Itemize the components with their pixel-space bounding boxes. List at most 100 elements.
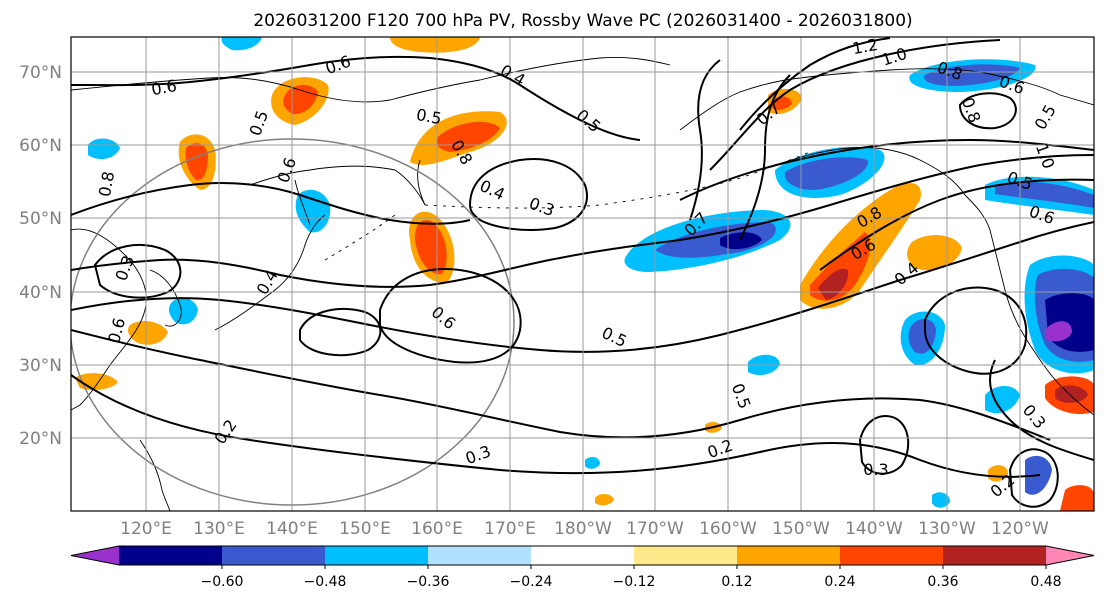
colorbar-tick-label: −0.12 bbox=[613, 574, 656, 590]
lon-label: 160°W bbox=[699, 519, 757, 539]
positive-anomaly-arctic-top bbox=[390, 37, 480, 53]
negative-anomaly-small-3 bbox=[585, 456, 600, 469]
positive-anomaly-okhotsk-core bbox=[436, 121, 500, 152]
contour-0-2 bbox=[71, 374, 1041, 478]
colorbar-extend-high bbox=[1046, 546, 1094, 565]
negative-anomaly-west-us-peak bbox=[1045, 321, 1072, 342]
pv-contours bbox=[71, 37, 1094, 508]
negative-anomaly-arctic-core bbox=[924, 64, 1020, 86]
contour-0-4 bbox=[71, 221, 1094, 353]
colorbar-segment bbox=[943, 546, 1047, 565]
colorbar-segment bbox=[222, 546, 326, 565]
negative-anomaly-central-pacific-core bbox=[655, 222, 776, 258]
coast-north-america-west bbox=[964, 194, 1094, 416]
lat-label: 20°N bbox=[19, 429, 62, 449]
colorbar-tick-label: 0.12 bbox=[721, 574, 752, 590]
lon-label: 130°W bbox=[918, 519, 976, 539]
negative-anomaly-korea bbox=[168, 298, 198, 325]
gridlines bbox=[71, 37, 1094, 511]
lon-label: 140°W bbox=[845, 519, 903, 539]
map-frame bbox=[70, 36, 1095, 512]
lat-label: 70°N bbox=[19, 63, 62, 83]
negative-anomaly-siberia-top bbox=[221, 37, 262, 51]
coast-siberia-north bbox=[71, 77, 481, 103]
lon-label: 140°E bbox=[266, 519, 318, 539]
lon-label: 120°E bbox=[120, 519, 172, 539]
contour-loop-pacific-0-6 bbox=[379, 268, 522, 364]
colorbar-segment bbox=[325, 546, 429, 565]
colorbar-tick-label: 0.24 bbox=[824, 574, 855, 590]
contour-1-0 bbox=[709, 39, 1001, 171]
contour-label: 0.5 bbox=[415, 105, 443, 128]
colorbar-segment bbox=[531, 546, 635, 565]
contour-label: 0.3 bbox=[863, 460, 888, 479]
negative-anomaly-mongolia bbox=[88, 138, 120, 160]
colorbar-segment bbox=[840, 546, 944, 565]
pv-shading bbox=[75, 37, 1094, 511]
lon-label: 170°W bbox=[626, 519, 684, 539]
negative-anomaly-sakhalin bbox=[295, 189, 331, 233]
lat-label: 40°N bbox=[19, 283, 62, 303]
colorbar-tick-label: 0.48 bbox=[1030, 574, 1061, 590]
contour-0-3-east bbox=[989, 359, 1094, 461]
contour-0-3-south bbox=[71, 329, 1051, 441]
contour-ridge-alaska-2 bbox=[739, 74, 791, 241]
positive-anomaly-small-1 bbox=[595, 494, 614, 506]
positive-anomaly-manchuria-core bbox=[185, 143, 208, 181]
lon-label: 180°W bbox=[554, 519, 612, 539]
contour-label: 1.2 bbox=[851, 35, 879, 58]
lon-label: 160°E bbox=[411, 519, 463, 539]
positive-anomaly-baja-core bbox=[1055, 385, 1088, 403]
lat-label: 60°N bbox=[19, 136, 62, 156]
colorbar-tick-label: −0.36 bbox=[407, 574, 450, 590]
contour-loop-japan bbox=[299, 308, 382, 357]
colorbar-tick-label: −0.24 bbox=[510, 574, 553, 590]
colorbar-tick-label: 0.36 bbox=[927, 574, 958, 590]
contour-loop-east-0-3 bbox=[858, 415, 910, 475]
colorbar-segment bbox=[428, 546, 532, 565]
figure-title: 2026031200 F120 700 hPa PV, Rossby Wave … bbox=[253, 11, 912, 31]
contour-label: 0.8 bbox=[95, 170, 118, 198]
lon-label: 170°E bbox=[484, 519, 536, 539]
contour-0-6 bbox=[71, 182, 471, 225]
contour-label: 0.6 bbox=[150, 76, 178, 99]
lon-label: 120°W bbox=[991, 519, 1049, 539]
coast-sakhalin bbox=[294, 179, 311, 226]
contour-ridge-alaska bbox=[689, 59, 721, 221]
positive-anomaly-oregon bbox=[907, 235, 962, 271]
coast-philippines bbox=[139, 439, 171, 511]
lon-label: 150°E bbox=[339, 519, 391, 539]
colorbar-outline bbox=[70, 545, 1095, 566]
negative-anomaly-alaska-core bbox=[784, 157, 869, 190]
negative-anomaly-central-pacific-peak bbox=[720, 232, 762, 250]
positive-anomaly-kamchatka-south-core bbox=[414, 220, 447, 275]
colorbar: −0.60 −0.48 −0.36 −0.24 −0.12 0.12 0.24 0.36 0.4… bbox=[70, 545, 1095, 590]
positive-anomaly-se-corner bbox=[1060, 485, 1094, 511]
contour-0-6-east bbox=[679, 138, 1094, 201]
contour-loop-ne-small bbox=[958, 92, 1017, 130]
negative-anomaly-small-4 bbox=[932, 492, 950, 508]
contour-loop-se bbox=[1008, 448, 1059, 508]
colorbar-segment bbox=[119, 546, 223, 565]
contour-0-6-north bbox=[71, 55, 641, 141]
lon-label: 130°E bbox=[193, 519, 245, 539]
latitude-labels: 70°N 60°N 50°N 40°N 30°N 20°N bbox=[19, 63, 62, 449]
map-panel: 1.2 1.0 0.6 0.6 0.5 0.5 0.4 0.4 0.5 0.3 … bbox=[70, 35, 1095, 512]
coast-asia-mainland bbox=[71, 228, 147, 411]
contour-loop-china bbox=[93, 244, 182, 299]
coast-chukotka bbox=[479, 57, 671, 81]
negative-anomaly-subtropics bbox=[985, 386, 1020, 414]
colorbar-segment bbox=[737, 546, 841, 565]
lon-label: 150°W bbox=[772, 519, 830, 539]
coast-okhotsk bbox=[249, 165, 396, 186]
colorbar-extend-low bbox=[71, 546, 119, 565]
contour-loop-east-0-4 bbox=[924, 286, 1028, 375]
colorbar-segment bbox=[634, 546, 738, 565]
colorbar-tick-label: −0.60 bbox=[201, 574, 244, 590]
contour-0-5 bbox=[71, 154, 1094, 288]
coast-korea bbox=[149, 269, 182, 327]
coast-kuril bbox=[324, 214, 396, 261]
lat-label: 50°N bbox=[19, 209, 62, 229]
lat-label: 30°N bbox=[19, 356, 62, 376]
